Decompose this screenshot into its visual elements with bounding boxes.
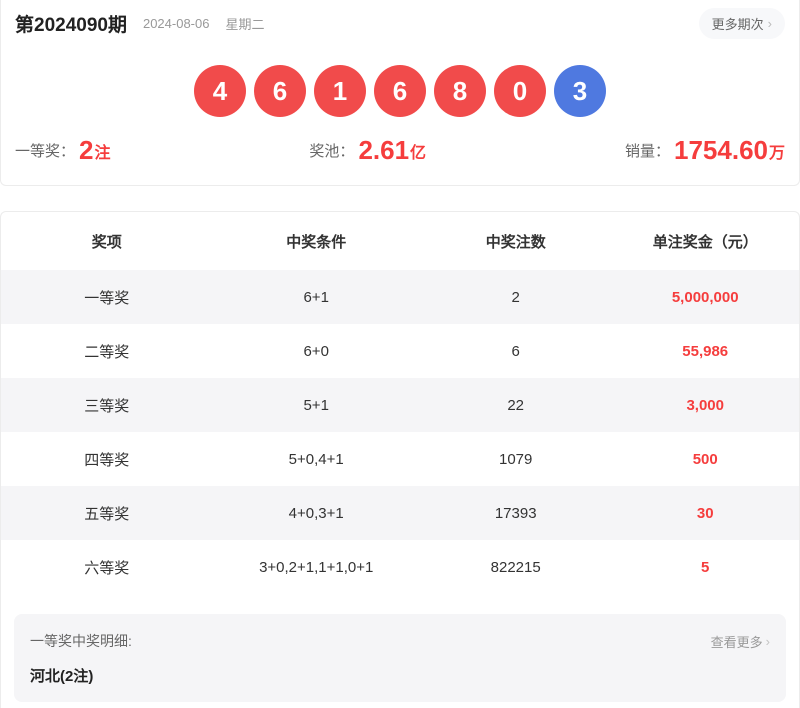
col-header-condition: 中奖条件 xyxy=(286,233,347,251)
detail-title: 一等奖中奖明细: xyxy=(30,633,132,649)
condition-cell: 5+0,4+1 xyxy=(288,450,344,468)
first-prize-detail-box: 一等奖中奖明细: 查看更多 › 河北(2注) xyxy=(14,614,786,702)
col-header-count: 中奖注数 xyxy=(485,233,546,251)
stat-value: 1754.60 xyxy=(674,135,768,165)
count-cell: 22 xyxy=(507,396,525,414)
table-row: 四等奖 5+0,4+1 1079 500 xyxy=(1,432,799,486)
view-more-label: 查看更多 xyxy=(710,634,763,650)
condition-cell: 5+1 xyxy=(303,396,329,414)
stat-first-prize: 一等奖： 2 注 xyxy=(15,135,111,166)
col-header-level: 奖项 xyxy=(91,233,122,251)
draw-summary-card: 第2024090期 2024-08-06 星期二 更多期次 › 4 6 1 6 … xyxy=(0,0,800,186)
condition-cell: 6+0 xyxy=(303,342,329,360)
more-draws-label: 更多期次 xyxy=(711,17,764,32)
stat-value: 2.61 xyxy=(358,135,410,165)
count-cell: 1079 xyxy=(499,450,533,468)
red-ball: 6 xyxy=(374,65,426,117)
stat-label: 销量： xyxy=(624,143,670,160)
condition-cell: 3+0,2+1,1+1,0+1 xyxy=(259,558,374,576)
view-more-link[interactable]: 查看更多 › xyxy=(711,632,770,651)
chevron-right-icon: › xyxy=(765,633,770,649)
table-row: 一等奖 6+1 2 5,000,000 xyxy=(1,270,799,324)
count-cell: 6 xyxy=(511,342,520,360)
red-ball: 6 xyxy=(254,65,306,117)
table-row: 三等奖 5+1 22 3,000 xyxy=(1,378,799,432)
more-draws-button[interactable]: 更多期次 › xyxy=(698,8,785,39)
condition-cell: 6+1 xyxy=(303,288,329,306)
draw-header: 第2024090期 2024-08-06 星期二 更多期次 › xyxy=(1,0,799,39)
detail-header: 一等奖中奖明细: 查看更多 › xyxy=(30,631,770,651)
red-ball: 8 xyxy=(434,65,486,117)
prize-cell: 500 xyxy=(692,450,718,468)
prize-cell: 5 xyxy=(701,558,710,576)
level-cell: 五等奖 xyxy=(84,505,130,523)
winning-numbers: 4 6 1 6 8 0 3 xyxy=(1,65,799,117)
red-ball: 4 xyxy=(194,65,246,117)
stat-unit: 注 xyxy=(94,144,111,162)
level-cell: 三等奖 xyxy=(84,397,130,415)
stat-jackpot-pool: 奖池： 2.61 亿 xyxy=(309,135,426,166)
level-cell: 四等奖 xyxy=(84,451,130,469)
chevron-right-icon: › xyxy=(767,16,772,31)
stat-sales: 销量： 1754.60 万 xyxy=(625,135,785,166)
prize-cell: 30 xyxy=(696,504,714,522)
count-cell: 2 xyxy=(511,288,520,306)
table-row: 六等奖 3+0,2+1,1+1,0+1 822215 5 xyxy=(1,540,799,594)
condition-cell: 4+0,3+1 xyxy=(288,504,344,522)
stat-label: 一等奖： xyxy=(15,143,76,160)
prize-table-card: 奖项 中奖条件 中奖注数 单注奖金（元） 一等奖 6+1 2 5,000,000… xyxy=(0,211,800,708)
stat-value: 2 xyxy=(79,135,94,165)
stat-label: 奖池： xyxy=(309,143,355,160)
table-row: 二等奖 6+0 6 55,986 xyxy=(1,324,799,378)
stats-bar: 一等奖： 2 注 奖池： 2.61 亿 销量： 1754.60 万 xyxy=(1,135,799,166)
level-cell: 二等奖 xyxy=(84,343,130,361)
col-header-prize: 单注奖金（元） xyxy=(652,233,758,251)
stat-unit: 万 xyxy=(768,144,785,162)
table-body: 一等奖 6+1 2 5,000,000 二等奖 6+0 6 55,986 三等奖… xyxy=(1,270,799,594)
stat-unit: 亿 xyxy=(410,144,427,162)
level-cell: 六等奖 xyxy=(84,559,130,577)
draw-weekday: 星期二 xyxy=(225,17,265,32)
count-cell: 822215 xyxy=(490,558,541,576)
prize-cell: 5,000,000 xyxy=(671,288,739,306)
count-cell: 17393 xyxy=(494,504,537,522)
red-ball: 1 xyxy=(314,65,366,117)
draw-date: 2024-08-06 xyxy=(142,16,210,31)
winner-region: 河北(2注) xyxy=(30,668,94,685)
issue-number: 第2024090期 xyxy=(15,15,127,36)
level-cell: 一等奖 xyxy=(84,289,130,307)
red-ball: 0 xyxy=(494,65,546,117)
table-row: 五等奖 4+0,3+1 17393 30 xyxy=(1,486,799,540)
prize-cell: 55,986 xyxy=(682,342,729,360)
prize-cell: 3,000 xyxy=(686,396,724,414)
blue-ball: 3 xyxy=(554,65,606,117)
table-header-row: 奖项 中奖条件 中奖注数 单注奖金（元） xyxy=(1,212,799,270)
